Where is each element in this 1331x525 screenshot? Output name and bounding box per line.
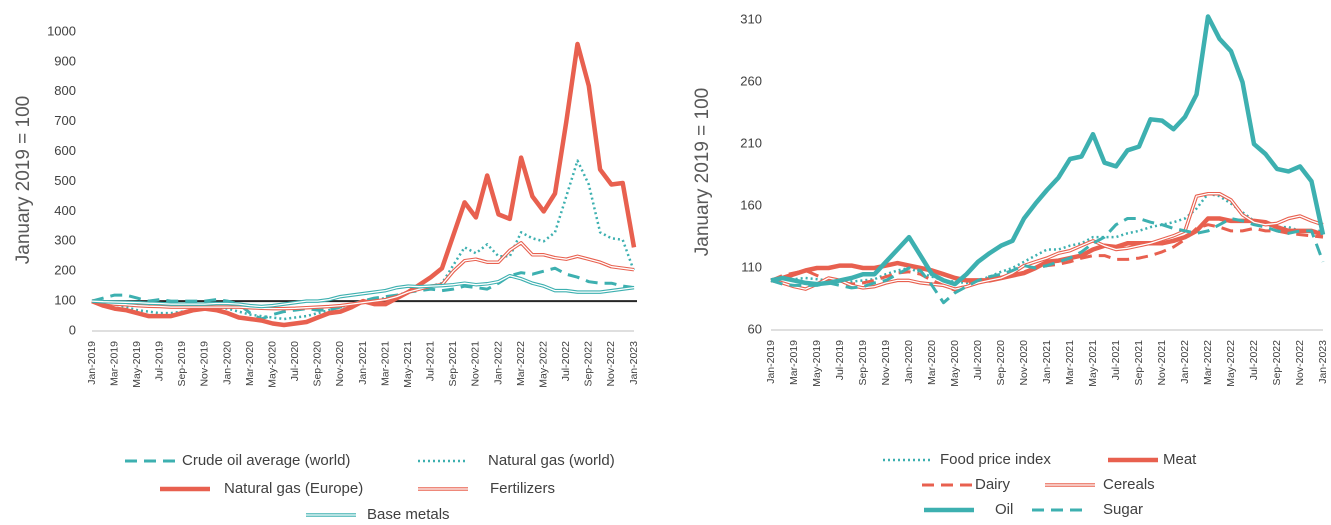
x-tick-label: Jul-2021 xyxy=(425,341,437,381)
x-tick-label: Jul-2021 xyxy=(1110,340,1122,380)
x-tick-label: Mar-2020 xyxy=(244,341,256,386)
y-tick-label: 300 xyxy=(54,233,76,248)
legend-label: Fertilizers xyxy=(490,480,555,497)
x-tick-label: May-2019 xyxy=(131,341,143,388)
legend-label: Dairy xyxy=(975,476,1011,493)
y-tick-label: 600 xyxy=(54,143,76,158)
series-line xyxy=(770,14,1326,287)
y-tick-label: 210 xyxy=(740,136,762,151)
x-tick-label: Jan-2022 xyxy=(492,341,504,385)
x-tick-label: Nov-2019 xyxy=(199,341,211,387)
x-tick-label: Jan-2020 xyxy=(221,341,233,385)
x-tick-label: Mar-2021 xyxy=(379,341,391,386)
x-tick-label: Mar-2022 xyxy=(515,341,527,386)
x-tick-label: Jan-2021 xyxy=(1041,340,1053,384)
y-tick-label: 110 xyxy=(741,259,762,274)
y-tick-label: 500 xyxy=(54,173,76,188)
series-line xyxy=(770,191,1324,291)
x-tick-label: Sep-2021 xyxy=(447,341,459,387)
series-line xyxy=(91,266,635,321)
x-tick-label: May-2020 xyxy=(949,340,961,387)
x-tick-label: Nov-2022 xyxy=(605,341,617,387)
y-tick-label: 700 xyxy=(54,113,76,128)
legend-label: Sugar xyxy=(1103,501,1143,518)
x-tick-label: Mar-2020 xyxy=(926,340,938,385)
x-tick-label: Sep-2021 xyxy=(1133,340,1145,386)
y-tick-label: 100 xyxy=(54,293,76,308)
chart: 60 110 160 210 260 310 January 2019 = 100 Jan-2… xyxy=(692,12,1329,518)
x-tick-label: Jul-2022 xyxy=(1248,340,1260,380)
y-tick-label: 60 xyxy=(748,321,762,336)
x-tick-label: May-2022 xyxy=(537,341,549,388)
y-tick-label: 1000 xyxy=(47,23,76,38)
legend-label: Crude oil average (world) xyxy=(182,452,350,469)
x-tick-label: Sep-2022 xyxy=(583,341,595,387)
x-tick-label: Sep-2019 xyxy=(176,341,188,387)
x-tick-label: Jan-2023 xyxy=(628,341,640,385)
x-tick-label: May-2021 xyxy=(402,341,414,388)
series-line xyxy=(770,192,1323,285)
x-tick-label: Jan-2019 xyxy=(765,340,777,384)
x-tick-label: May-2022 xyxy=(1225,340,1237,387)
y-axis-title: January 2019 = 100 xyxy=(13,96,34,265)
x-tick-label: Jul-2019 xyxy=(154,341,166,381)
x-tick-label: Mar-2022 xyxy=(1202,340,1214,385)
y-tick-label: 900 xyxy=(54,53,76,68)
series-line xyxy=(770,216,1324,283)
x-tick-label: Jul-2020 xyxy=(289,341,301,381)
x-tick-label: Nov-2020 xyxy=(1018,340,1030,386)
series-line-inner xyxy=(91,242,635,310)
series-line-inner xyxy=(91,275,635,308)
series-line-inner xyxy=(770,193,1324,290)
x-tick-label: May-2019 xyxy=(811,340,823,387)
x-tick-label: May-2021 xyxy=(1087,340,1099,387)
x-tick-label: Jan-2022 xyxy=(1179,340,1191,384)
x-tick-label: Mar-2021 xyxy=(1064,340,1076,385)
x-tick-label: Sep-2022 xyxy=(1271,340,1283,386)
x-tick-label: Nov-2020 xyxy=(334,341,346,387)
legend-label: Food price index xyxy=(940,451,1051,468)
series-line xyxy=(91,241,635,311)
y-tick-label: 260 xyxy=(740,74,762,89)
y-tick-label: 400 xyxy=(54,203,76,218)
x-tick-label: May-2020 xyxy=(266,341,278,388)
x-tick-label: Jul-2022 xyxy=(560,341,572,381)
x-tick-label: Jan-2019 xyxy=(86,341,98,385)
y-tick-label: 0 xyxy=(69,322,76,337)
legend-label: Oil xyxy=(995,501,1013,518)
y-tick-label: 800 xyxy=(54,83,76,98)
legend-label: Meat xyxy=(1163,451,1197,468)
x-tick-label: Nov-2021 xyxy=(470,341,482,387)
series-line xyxy=(91,41,637,328)
legend-label: Cereals xyxy=(1103,476,1155,493)
y-tick-label: 200 xyxy=(54,263,76,278)
x-tick-label: Sep-2020 xyxy=(995,340,1007,386)
y-axis-title: January 2019 = 100 xyxy=(692,88,713,257)
x-tick-label: Nov-2022 xyxy=(1294,340,1306,386)
series-line xyxy=(770,217,1325,305)
x-tick-label: Sep-2020 xyxy=(312,341,324,387)
y-tick-label: 160 xyxy=(740,198,762,213)
x-tick-label: Mar-2019 xyxy=(788,340,800,385)
x-tick-label: Mar-2019 xyxy=(108,341,120,386)
x-tick-label: Sep-2019 xyxy=(857,340,869,386)
x-tick-label: Jul-2019 xyxy=(834,340,846,380)
x-tick-label: Jul-2020 xyxy=(972,340,984,380)
y-tick-label: 310 xyxy=(740,12,762,27)
chart: 0 100 200 300 400 500 600 700 800 900 1000 January … xyxy=(13,23,640,523)
x-tick-label: Jan-2023 xyxy=(1317,340,1329,384)
legend-label: Natural gas (Europe) xyxy=(224,480,363,497)
x-tick-label: Jan-2021 xyxy=(357,341,369,385)
x-tick-label: Nov-2019 xyxy=(880,340,892,386)
legend-label: Base metals xyxy=(367,506,450,523)
x-tick-label: Jan-2020 xyxy=(903,340,915,384)
legend-label: Natural gas (world) xyxy=(488,452,615,469)
x-tick-label: Nov-2021 xyxy=(1156,340,1168,386)
